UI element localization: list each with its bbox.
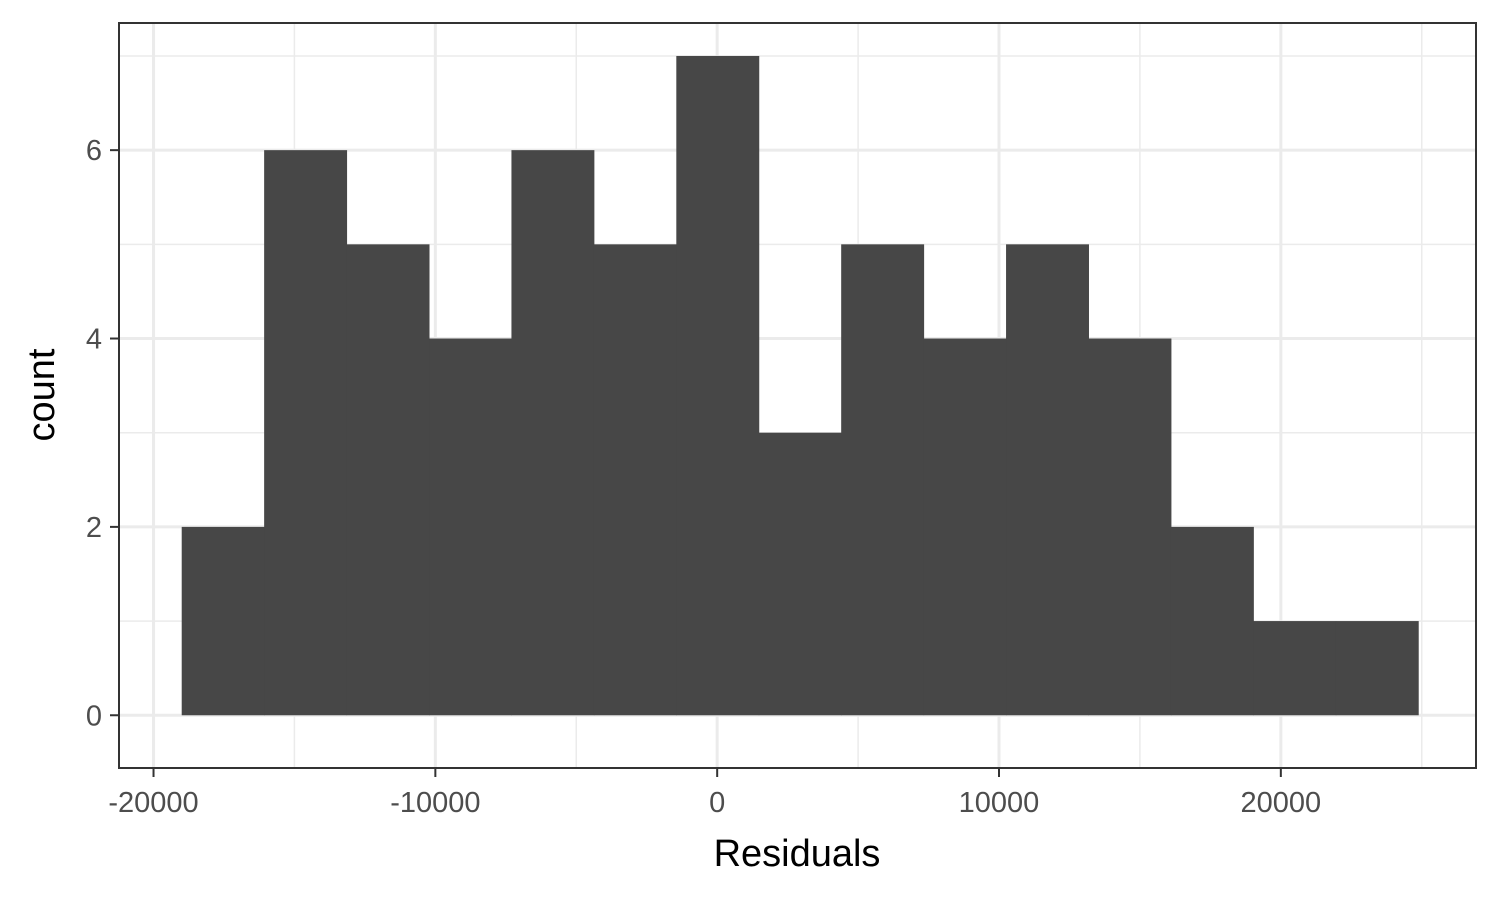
histogram-bar bbox=[923, 338, 1007, 716]
histogram-bar bbox=[511, 150, 595, 716]
x-tick-label: 20000 bbox=[1241, 787, 1322, 819]
histogram-bar bbox=[1088, 338, 1172, 716]
histogram-bar bbox=[346, 244, 430, 716]
x-tick-label: -10000 bbox=[390, 787, 480, 819]
histogram-bar bbox=[429, 338, 512, 716]
histogram-bar bbox=[593, 244, 677, 716]
y-tick-label: 6 bbox=[86, 135, 102, 167]
y-tick-label: 4 bbox=[86, 324, 102, 356]
x-tick-label: 10000 bbox=[959, 787, 1040, 819]
y-tick-label: 0 bbox=[86, 700, 102, 732]
y-tick-label: 2 bbox=[86, 512, 102, 544]
histogram-bars bbox=[181, 55, 1419, 716]
x-axis-title: Residuals bbox=[714, 833, 881, 875]
histogram-bar bbox=[1253, 621, 1337, 716]
histogram-bar bbox=[1170, 526, 1254, 716]
histogram-bar bbox=[758, 432, 842, 716]
panel-border bbox=[118, 22, 1477, 769]
histogram-bar bbox=[841, 244, 925, 716]
x-axis-ticks: -20000 -10000 0 10000 20000 bbox=[108, 768, 1321, 819]
y-axis-ticks: 0 2 4 6 bbox=[86, 135, 119, 732]
histogram-bar bbox=[1006, 244, 1089, 716]
histogram-bar bbox=[676, 55, 760, 716]
y-axis-title: count bbox=[21, 348, 63, 441]
histogram-bar bbox=[1335, 621, 1419, 716]
x-tick-label: -20000 bbox=[108, 787, 198, 819]
x-tick-label: 0 bbox=[709, 787, 725, 819]
histogram-bar bbox=[181, 526, 265, 716]
histogram-bar bbox=[264, 150, 348, 716]
